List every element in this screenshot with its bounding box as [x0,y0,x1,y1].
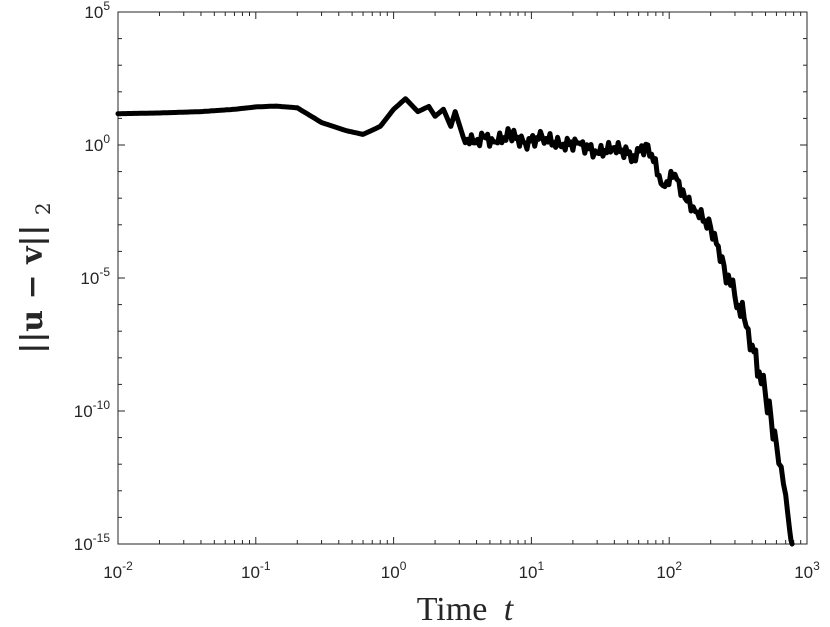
y-tick-label: 10-15 [74,531,111,554]
x-tick-label: 10-1 [241,559,271,582]
y-tick-label: 105 [84,0,110,22]
y-axis-title-group: ||u − v|| 2 [15,202,55,353]
plot-frame [117,11,808,545]
y-tick-label: 10-5 [80,265,110,288]
x-tick-label: 10-2 [103,559,133,582]
x-tick-label: 103 [794,559,820,582]
x-axis-title-var: t [504,591,515,627]
series-line [115,96,795,547]
y-axis-tick-labels: 10-15 10-10 10-5 100 105 [74,0,111,554]
y-tick-label: 100 [84,132,110,155]
y-axis-title: ||u − v|| 2 [15,202,55,353]
x-axis-title-text: Time [417,591,488,627]
x-axis-tick-labels: 10-2 10-1 100 101 102 103 [103,559,820,582]
y-axis-title-text: ||u − v|| [15,225,50,354]
y-axis-title-subscript: 2 [31,202,55,215]
x-axis-ticks [117,12,808,544]
y-tick-label: 10-10 [74,398,111,421]
x-tick-label: 101 [519,559,545,582]
x-tick-label: 100 [381,559,407,582]
x-axis-title: Time t [417,591,515,627]
x-tick-label: 102 [656,559,682,582]
y-axis-ticks [118,11,807,545]
